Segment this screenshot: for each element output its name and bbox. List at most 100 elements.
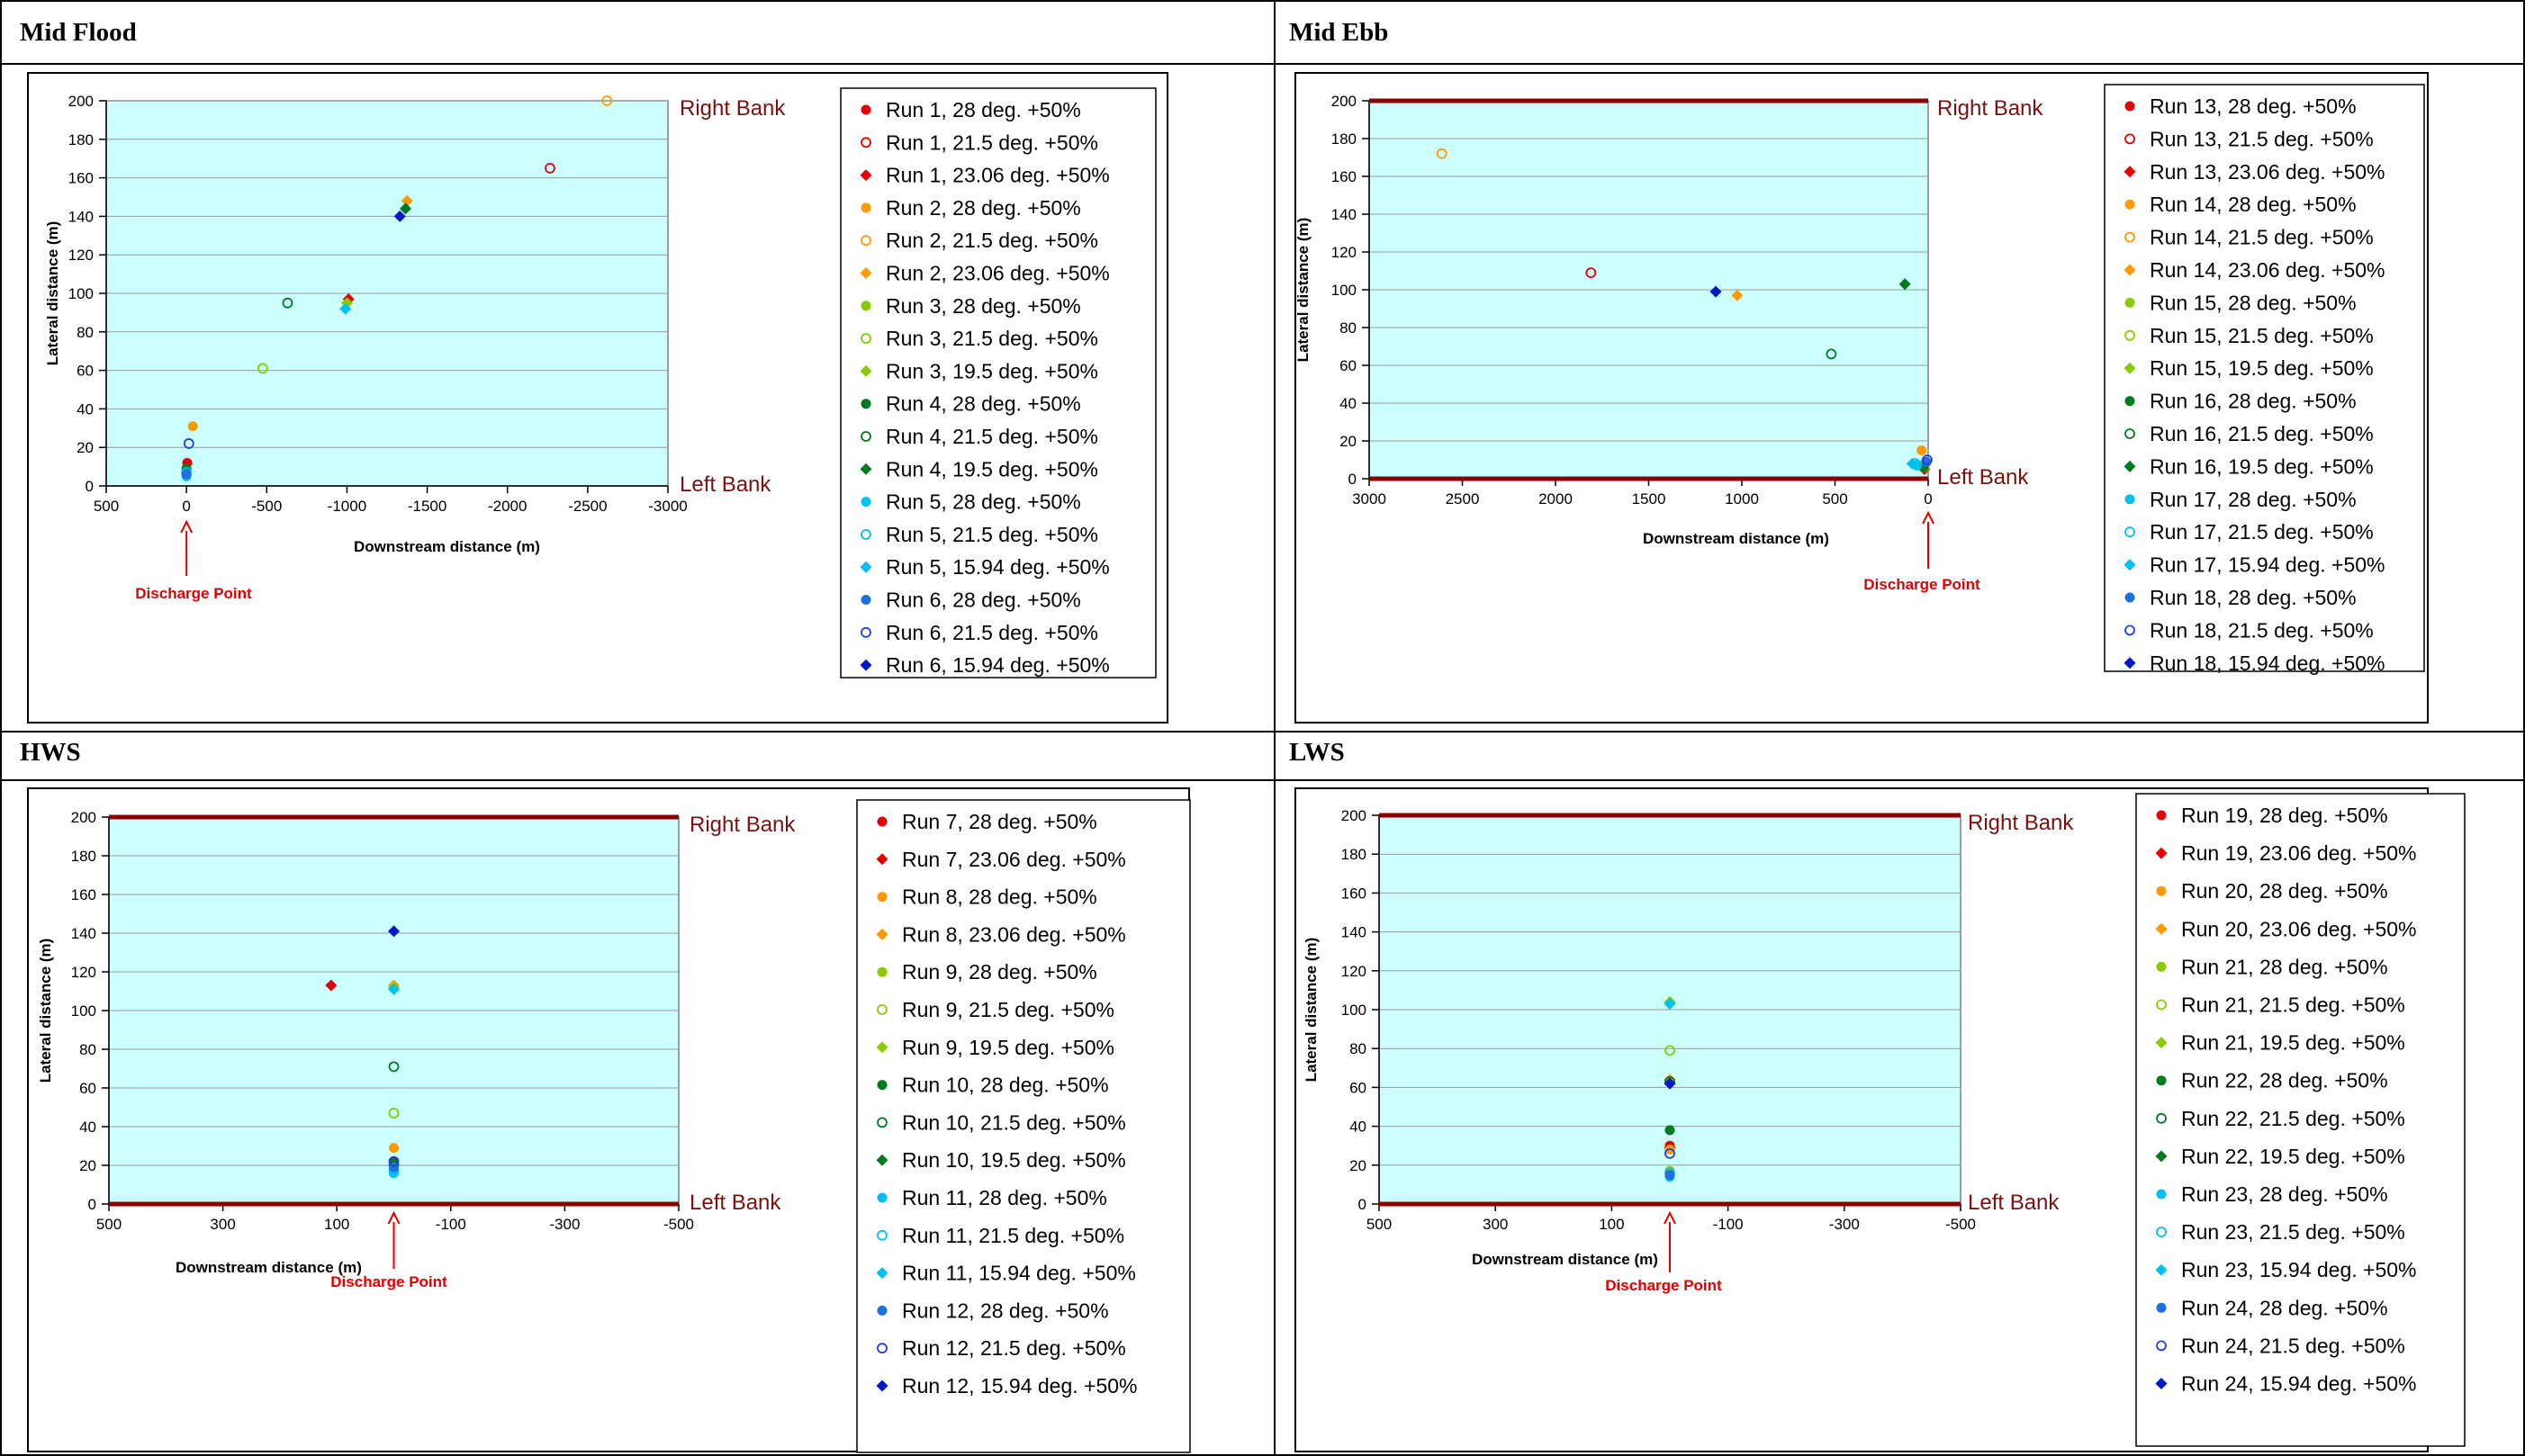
- x-axis-label: Downstream distance (m): [1643, 530, 1829, 547]
- right-bank-label: Right Bank: [1937, 96, 2043, 121]
- legend-marker: [2155, 1037, 2168, 1049]
- data-point: [389, 1143, 399, 1154]
- data-point: [388, 1108, 400, 1119]
- legend-marker: [2155, 1150, 2168, 1163]
- legend-marker: [2124, 460, 2136, 472]
- legend-entry: Run 11, 21.5 deg. +50%: [902, 1224, 1124, 1247]
- y-tick-label: 180: [1331, 130, 1357, 148]
- legend-entry: Run 19, 23.06 deg. +50%: [2181, 841, 2417, 865]
- data-point: [393, 210, 406, 222]
- x-tick-label: 300: [210, 1216, 235, 1233]
- legend-marker: [877, 816, 888, 827]
- y-tick-label: 0: [1348, 471, 1357, 488]
- data-point: [400, 202, 412, 215]
- data-point: [1664, 998, 1676, 1011]
- legend-entry: Run 7, 28 deg. +50%: [902, 810, 1097, 833]
- legend-entry: Run 6, 15.94 deg. +50%: [886, 653, 1110, 677]
- data-point: [545, 162, 555, 174]
- y-tick-label: 80: [1339, 319, 1357, 337]
- legend-entry: Run 21, 28 deg. +50%: [2181, 955, 2388, 978]
- left-bank-label: Left Bank: [680, 472, 771, 497]
- discharge-point-label: Discharge Point: [330, 1273, 447, 1290]
- y-tick-label: 200: [1331, 93, 1357, 110]
- legend-marker: [861, 202, 871, 213]
- x-tick-label: 2000: [1538, 490, 1573, 508]
- legend-marker: [861, 399, 871, 409]
- table-border-left: [0, 0, 2, 1456]
- data-point: [388, 925, 400, 938]
- legend-entry: Run 23, 15.94 deg. +50%: [2181, 1258, 2417, 1281]
- y-tick-label: 100: [1341, 1002, 1366, 1019]
- data-point: [1664, 1125, 1675, 1136]
- y-tick-label: 40: [1349, 1119, 1366, 1136]
- table-center-separator: [1274, 0, 1276, 1456]
- legend-entry: Run 9, 21.5 deg. +50%: [902, 998, 1114, 1021]
- legend-entry: Run 13, 21.5 deg. +50%: [2150, 127, 2374, 150]
- legend-marker: [877, 1117, 888, 1128]
- legend-marker: [877, 966, 888, 977]
- legend-marker: [2124, 625, 2135, 636]
- discharge-point-label: Discharge Point: [1605, 1277, 1722, 1294]
- legend-entry: Run 21, 21.5 deg. +50%: [2181, 993, 2405, 1017]
- legend-marker: [876, 1380, 888, 1392]
- legend-marker: [877, 1080, 888, 1091]
- y-tick-label: 80: [1349, 1040, 1366, 1057]
- data-point: [257, 363, 268, 374]
- legend-entry: Run 6, 28 deg. +50%: [886, 589, 1081, 612]
- legend-marker: [861, 431, 871, 442]
- right-bank-label: Right Bank: [1968, 811, 2074, 835]
- legend-entry: Run 18, 21.5 deg. +50%: [2150, 618, 2374, 642]
- y-tick-label: 80: [77, 324, 94, 341]
- legend-marker: [877, 892, 888, 903]
- legend-marker: [2124, 592, 2135, 603]
- x-tick-label: 100: [324, 1216, 349, 1233]
- x-tick-label: 0: [182, 498, 190, 515]
- legend-marker: [861, 301, 871, 311]
- data-point: [1731, 289, 1744, 301]
- legend-entry: Run 23, 21.5 deg. +50%: [2181, 1220, 2405, 1244]
- legend-marker: [861, 529, 871, 540]
- legend-entry: Run 16, 28 deg. +50%: [2150, 390, 2357, 413]
- legend-marker: [861, 235, 871, 247]
- legend-marker: [2124, 559, 2136, 571]
- legend-marker: [860, 561, 872, 573]
- x-tick-label: -300: [1829, 1216, 1860, 1233]
- y-tick-label: 140: [71, 925, 96, 942]
- x-axis-label: Downstream distance (m): [354, 538, 540, 555]
- legend-marker: [2155, 922, 2168, 935]
- legend-entry: Run 20, 28 deg. +50%: [2181, 879, 2388, 903]
- legend-marker: [2156, 1227, 2167, 1237]
- legend-marker: [2124, 494, 2135, 505]
- legend-marker: [860, 364, 872, 377]
- data-point: [1436, 148, 1447, 159]
- x-axis-label: Downstream distance (m): [1472, 1251, 1658, 1268]
- legend-marker: [877, 1192, 888, 1203]
- legend-entry: Run 12, 21.5 deg. +50%: [902, 1336, 1126, 1360]
- y-tick-label: 120: [1331, 244, 1357, 261]
- data-point: [282, 297, 293, 309]
- legend-marker: [2124, 166, 2136, 178]
- legend-entry: Run 22, 19.5 deg. +50%: [2181, 1145, 2405, 1168]
- x-tick-label: -2500: [568, 498, 607, 515]
- y-tick-label: 40: [77, 400, 94, 418]
- data-point: [401, 194, 413, 207]
- y-tick-label: 180: [68, 131, 94, 148]
- y-tick-label: 0: [88, 1196, 96, 1213]
- legend-entry: Run 11, 15.94 deg. +50%: [902, 1262, 1136, 1285]
- legend-marker: [877, 1229, 888, 1241]
- legend-marker: [2156, 1302, 2167, 1313]
- data-point: [1664, 1077, 1676, 1090]
- legend-marker: [2124, 231, 2135, 243]
- legend-entry: Run 4, 19.5 deg. +50%: [886, 457, 1098, 481]
- legend-marker: [2124, 297, 2135, 308]
- data-point: [183, 438, 194, 449]
- panel-title: LWS: [1289, 738, 1345, 767]
- y-tick-label: 60: [77, 363, 94, 380]
- y-tick-label: 120: [68, 247, 94, 264]
- legend-entry: Run 10, 28 deg. +50%: [902, 1074, 1109, 1097]
- legend-box: [856, 799, 1191, 1453]
- y-axis-label: Lateral distance (m): [44, 221, 61, 366]
- legend-marker: [861, 333, 871, 345]
- left-bank-label: Left Bank: [690, 1191, 781, 1215]
